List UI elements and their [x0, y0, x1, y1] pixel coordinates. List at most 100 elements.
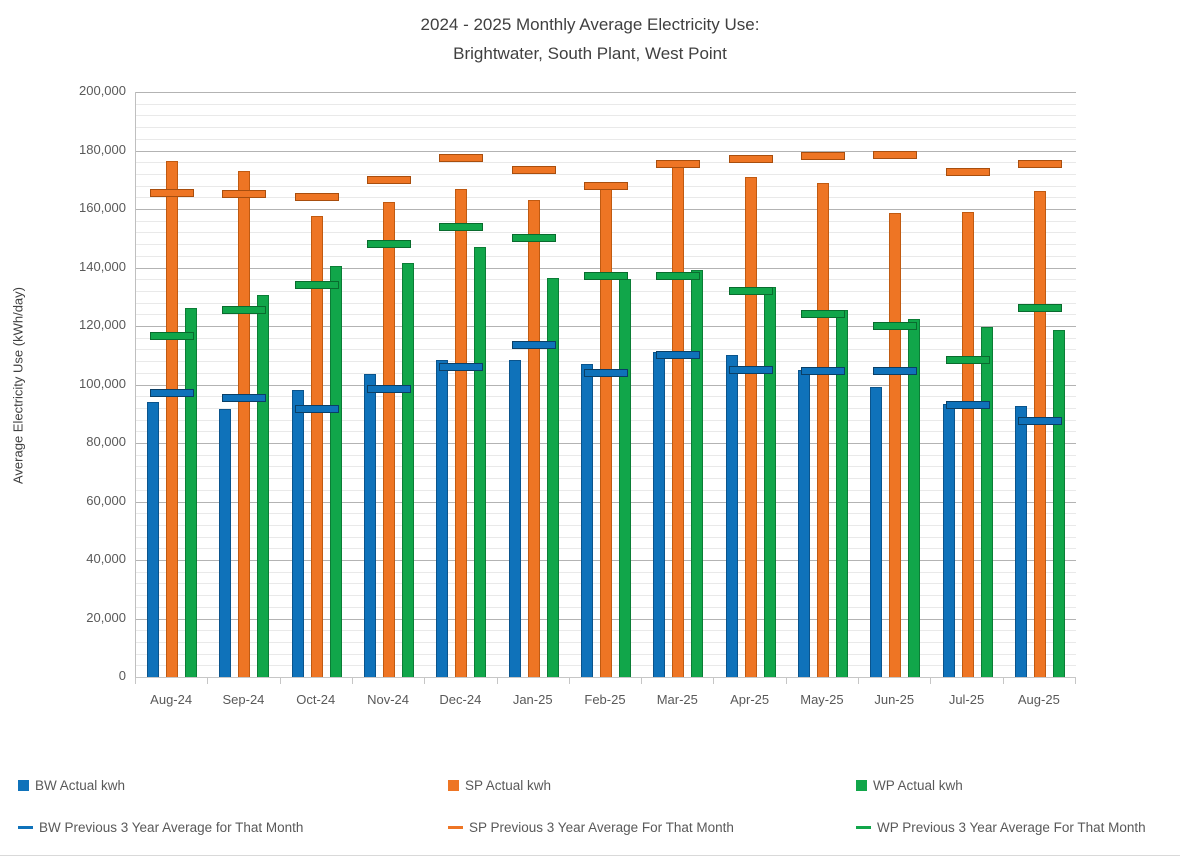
legend-label-sp-average: SP Previous 3 Year Average For That Mont… [469, 820, 734, 835]
bar-wp-actual-jan-25 [546, 277, 559, 677]
x-axis-tick [641, 678, 643, 684]
gridline-minor [136, 162, 1076, 164]
legend-label-sp-actual: SP Actual kwh [465, 778, 552, 793]
bar-bw-actual-sep-24 [219, 409, 232, 677]
x-tick-label: Aug-24 [150, 692, 193, 707]
bar-bw-actual-mar-25 [653, 352, 666, 677]
bar-sp-actual-jul-25 [961, 211, 974, 677]
bar-sp-actual-oct-24 [310, 216, 323, 677]
dash-wp-average-nov-24 [367, 240, 412, 249]
bar-wp-actual-dec-24 [474, 247, 487, 677]
bar-bw-actual-jan-25 [508, 359, 521, 677]
dash-sp-average-jul-25 [945, 168, 990, 177]
bar-bw-actual-oct-24 [291, 390, 304, 677]
dash-sp-average-sep-24 [222, 190, 267, 199]
y-tick-label: 40,000 [86, 551, 126, 566]
legend-item-sp-actual: SP Actual kwh [448, 778, 551, 793]
x-tick-label: Jun-25 [874, 692, 915, 707]
dash-bw-average-mar-25 [656, 351, 701, 360]
x-axis-tick [424, 678, 426, 684]
bar-bw-actual-dec-24 [436, 359, 449, 677]
x-tick-label: Apr-25 [730, 692, 770, 707]
dash-wp-average-dec-24 [439, 222, 484, 231]
dash-wp-average-apr-25 [728, 286, 773, 295]
dash-wp-average-may-25 [800, 310, 845, 319]
dash-wp-average-mar-25 [656, 272, 701, 281]
y-tick-label: 80,000 [86, 434, 126, 449]
dash-wp-average-aug-24 [150, 332, 195, 341]
x-tick-label: Sep-24 [222, 692, 265, 707]
gridline-minor [136, 115, 1076, 117]
dash-bw-average-jul-25 [945, 400, 990, 409]
bar-sp-actual-may-25 [816, 182, 829, 677]
bar-wp-actual-may-25 [835, 309, 848, 677]
gridline-minor [136, 138, 1076, 140]
bar-bw-actual-jun-25 [870, 387, 883, 677]
legend-label-wp-average: WP Previous 3 Year Average For That Mont… [877, 820, 1146, 835]
x-axis-tick [858, 678, 860, 684]
chart-title-line1: 2024 - 2025 Monthly Average Electricity … [420, 15, 760, 34]
bar-sp-actual-mar-25 [672, 162, 685, 677]
dash-bw-average-jun-25 [873, 367, 918, 376]
bar-bw-actual-feb-25 [581, 364, 593, 677]
x-axis-tick [135, 678, 136, 684]
bar-sp-actual-jan-25 [527, 200, 540, 677]
bar-bw-actual-jul-25 [942, 403, 955, 677]
dash-wp-average-jul-25 [945, 355, 990, 364]
bar-bw-actual-aug-24 [147, 402, 160, 677]
dash-sp-average-aug-25 [1017, 159, 1062, 168]
legend-label-wp-actual: WP Actual kwh [873, 778, 963, 793]
dash-wp-average-sep-24 [222, 305, 267, 314]
dash-sp-average-dec-24 [439, 153, 484, 162]
x-tick-label: May-25 [800, 692, 844, 707]
x-axis-tick [568, 678, 570, 684]
bar-wp-actual-oct-24 [329, 266, 342, 677]
dash-wp-average-feb-25 [584, 272, 628, 281]
bar-wp-actual-jun-25 [908, 318, 921, 677]
bar-wp-actual-aug-25 [1052, 330, 1065, 677]
x-tick-label: Dec-24 [439, 692, 482, 707]
legend-item-bw-average: BW Previous 3 Year Average for That Mont… [18, 820, 303, 835]
bar-wp-actual-mar-25 [691, 270, 704, 677]
gridline-major [136, 92, 1076, 93]
x-tick-label: Mar-25 [656, 692, 698, 707]
y-tick-label: 140,000 [79, 258, 126, 274]
dash-bw-average-nov-24 [367, 384, 412, 393]
gridline-major [136, 150, 1076, 152]
x-axis-tick [351, 678, 353, 684]
dash-sp-average-aug-24 [150, 188, 195, 197]
legend-swatch-wp-average-icon [856, 826, 871, 829]
dash-wp-average-jan-25 [511, 234, 556, 243]
chart-title-line2: Brightwater, South Plant, West Point [453, 44, 727, 63]
bar-bw-actual-may-25 [797, 369, 810, 677]
bar-wp-actual-feb-25 [619, 279, 631, 677]
x-tick-label: Jan-25 [512, 692, 553, 707]
bar-sp-actual-dec-24 [455, 188, 468, 677]
bar-wp-actual-apr-25 [763, 286, 776, 677]
y-tick-label: 20,000 [86, 609, 126, 625]
dash-wp-average-aug-25 [1017, 304, 1062, 313]
dash-wp-average-jun-25 [873, 322, 918, 330]
bar-sp-actual-sep-24 [238, 170, 251, 677]
legend-label-bw-actual: BW Actual kwh [35, 778, 126, 793]
legend-item-wp-actual: WP Actual kwh [856, 778, 963, 793]
dash-sp-average-oct-24 [294, 193, 339, 202]
chart-title: 2024 - 2025 Monthly Average Electricity … [0, 10, 1180, 68]
x-tick-label: Nov-24 [367, 692, 410, 707]
x-axis-tick [207, 678, 209, 684]
legend-label-bw-average: BW Previous 3 Year Average for That Mont… [39, 820, 304, 835]
y-tick-label: 100,000 [79, 375, 126, 391]
dash-bw-average-aug-25 [1017, 417, 1062, 426]
legend-swatch-wp-actual-icon [856, 780, 867, 791]
bar-sp-actual-apr-25 [744, 176, 757, 677]
x-tick-label: Oct-24 [296, 692, 336, 707]
y-tick-label: 200,000 [79, 83, 126, 98]
y-tick-label: 60,000 [86, 492, 126, 508]
bar-sp-actual-jun-25 [889, 213, 902, 677]
x-axis-tick [785, 678, 787, 684]
dash-sp-average-mar-25 [656, 159, 701, 168]
x-axis-tick [496, 678, 498, 684]
bar-wp-actual-nov-24 [402, 263, 415, 677]
gridline-minor [136, 173, 1076, 175]
